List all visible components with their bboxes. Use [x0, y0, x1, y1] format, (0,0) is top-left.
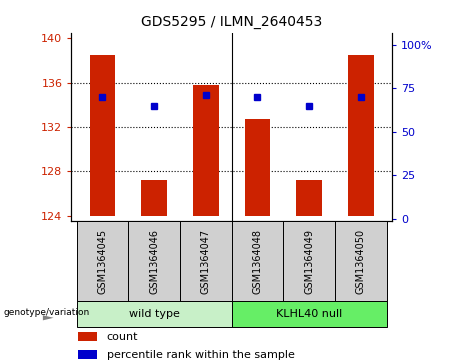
Bar	[245, 119, 271, 216]
Bar	[141, 180, 167, 216]
Bar	[128, 221, 180, 301]
Text: KLHL40 null: KLHL40 null	[276, 309, 342, 319]
Bar	[231, 221, 284, 301]
Text: GSM1364048: GSM1364048	[253, 229, 262, 294]
Bar	[231, 301, 387, 327]
Title: GDS5295 / ILMN_2640453: GDS5295 / ILMN_2640453	[141, 15, 322, 29]
Bar	[180, 221, 231, 301]
Bar	[77, 301, 231, 327]
Text: GSM1364047: GSM1364047	[201, 229, 211, 294]
Bar	[78, 332, 97, 341]
Text: count: count	[106, 332, 138, 342]
Bar	[348, 55, 374, 216]
Polygon shape	[43, 315, 53, 320]
Bar	[77, 221, 128, 301]
Bar	[89, 55, 115, 216]
Text: GSM1364046: GSM1364046	[149, 229, 159, 294]
Text: GSM1364050: GSM1364050	[356, 229, 366, 294]
Text: GSM1364049: GSM1364049	[304, 229, 314, 294]
Text: wild type: wild type	[129, 309, 180, 319]
Bar	[78, 350, 97, 359]
Bar	[284, 221, 335, 301]
Text: genotype/variation: genotype/variation	[4, 309, 90, 317]
Text: GSM1364045: GSM1364045	[97, 229, 107, 294]
Bar	[296, 180, 322, 216]
Text: percentile rank within the sample: percentile rank within the sample	[106, 350, 295, 360]
Bar	[193, 85, 219, 216]
Bar	[335, 221, 387, 301]
